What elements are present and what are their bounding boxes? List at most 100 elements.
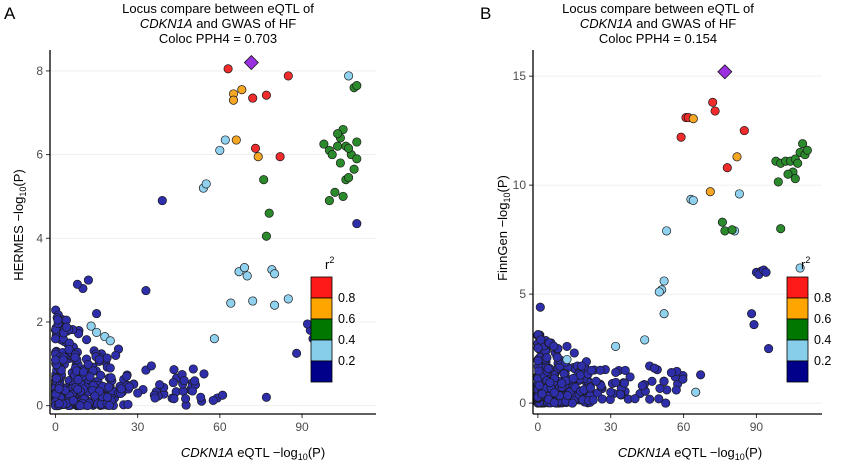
snp-point: [169, 394, 179, 404]
snp-point: [761, 267, 771, 277]
snp-point: [535, 302, 545, 312]
snp-point: [226, 298, 236, 308]
snp-point: [105, 363, 115, 373]
snp-point: [270, 300, 280, 310]
snp-point: [327, 150, 337, 160]
y-tick-label: 15: [513, 69, 527, 83]
x-tick-label: 90: [295, 420, 309, 434]
x-axis-label-tail: (P): [308, 445, 325, 460]
snp-point: [319, 139, 329, 149]
snp-point: [181, 394, 191, 404]
snp-point: [533, 356, 543, 366]
snp-point: [333, 129, 343, 139]
snp-point: [625, 372, 635, 382]
snp-point: [261, 90, 271, 100]
snp-point: [705, 187, 715, 197]
snp-point: [654, 394, 664, 404]
chart-title-line3: Coloc PPH4 = 0.154: [599, 31, 717, 46]
snp-point: [106, 373, 116, 383]
title-line2-rest: and GWAS of HF: [193, 16, 297, 31]
y-tick-label: 2: [36, 315, 43, 329]
snp-point: [248, 296, 258, 306]
snp-point: [73, 384, 83, 394]
snp-point: [150, 393, 160, 403]
snp-point: [659, 309, 669, 319]
legend-swatch: [786, 318, 809, 341]
snp-point: [201, 179, 211, 189]
snp-point: [92, 309, 102, 319]
snp-point: [220, 135, 230, 145]
snp-point: [567, 398, 577, 408]
snp-point: [215, 145, 225, 155]
snp-point: [231, 135, 241, 145]
snp-point: [732, 152, 742, 162]
snp-point: [661, 398, 671, 408]
snp-point: [83, 275, 93, 285]
legend-swatch: [310, 360, 333, 383]
snp-point: [94, 355, 104, 365]
snp-point: [259, 175, 269, 185]
snp-point: [344, 71, 354, 81]
snp-point: [73, 375, 83, 385]
legend-swatch: [786, 276, 809, 299]
snp-point: [338, 191, 348, 201]
title-gene: CDKN1A: [140, 16, 193, 31]
legend-label: 0.4: [814, 333, 831, 347]
y-tick-label: 5: [519, 287, 526, 301]
snp-point: [611, 367, 621, 377]
snp-point: [549, 388, 559, 398]
legend-label: 0.4: [338, 333, 355, 347]
snp-point: [586, 365, 596, 375]
snp-point: [82, 335, 92, 345]
snp-point: [199, 369, 209, 379]
snp-point: [764, 344, 774, 354]
x-tick-label: 0: [535, 420, 542, 434]
snp-point: [662, 226, 672, 236]
snp-point: [798, 139, 808, 149]
snp-point: [595, 365, 605, 375]
snp-point: [536, 335, 546, 345]
legend-label: 0.8: [814, 291, 831, 305]
snp-point: [585, 383, 595, 393]
snp-point: [333, 141, 343, 151]
x-tick-label: 0: [52, 420, 59, 434]
x-tick-label: 30: [604, 420, 618, 434]
legend-swatch: [786, 297, 809, 320]
snp-point: [64, 344, 74, 355]
snp-point: [615, 389, 625, 399]
snp-point: [349, 164, 359, 174]
snp-point: [116, 384, 126, 394]
axes: [49, 50, 376, 415]
snp-point: [209, 334, 219, 344]
panel-letter: A: [4, 4, 16, 23]
y-tick-label: 4: [36, 231, 43, 245]
snp-point: [78, 367, 89, 377]
snp-point: [179, 375, 189, 386]
snp-point: [188, 364, 198, 374]
snp-point: [54, 384, 64, 394]
snp-point: [557, 378, 567, 388]
y-axis-label-tail: (P): [11, 169, 26, 186]
snp-point: [83, 359, 93, 369]
snp-point: [552, 352, 562, 362]
panel-b: B Locus compare between eQTL of CDKN1A a…: [480, 1, 831, 462]
snp-point: [666, 368, 676, 378]
chart-title-line1: Locus compare between eQTL of: [562, 1, 754, 16]
snp-point: [688, 114, 698, 124]
snp-point: [588, 395, 598, 405]
snp-point: [647, 376, 657, 386]
snp-point: [196, 392, 206, 402]
scatter-points: [50, 54, 362, 411]
snp-point: [637, 381, 647, 391]
snp-point: [542, 353, 552, 363]
y-axis-label: HERMES −log10(P): [11, 169, 28, 281]
y-axis-label-text: HERMES −log: [11, 197, 26, 281]
snp-point: [283, 71, 293, 81]
snp-point: [691, 387, 701, 397]
y-tick-label: 0: [36, 399, 43, 413]
snp-point: [50, 334, 61, 344]
snp-point: [568, 373, 578, 383]
y-axis-label: FinnGen −log10(P): [495, 175, 512, 281]
